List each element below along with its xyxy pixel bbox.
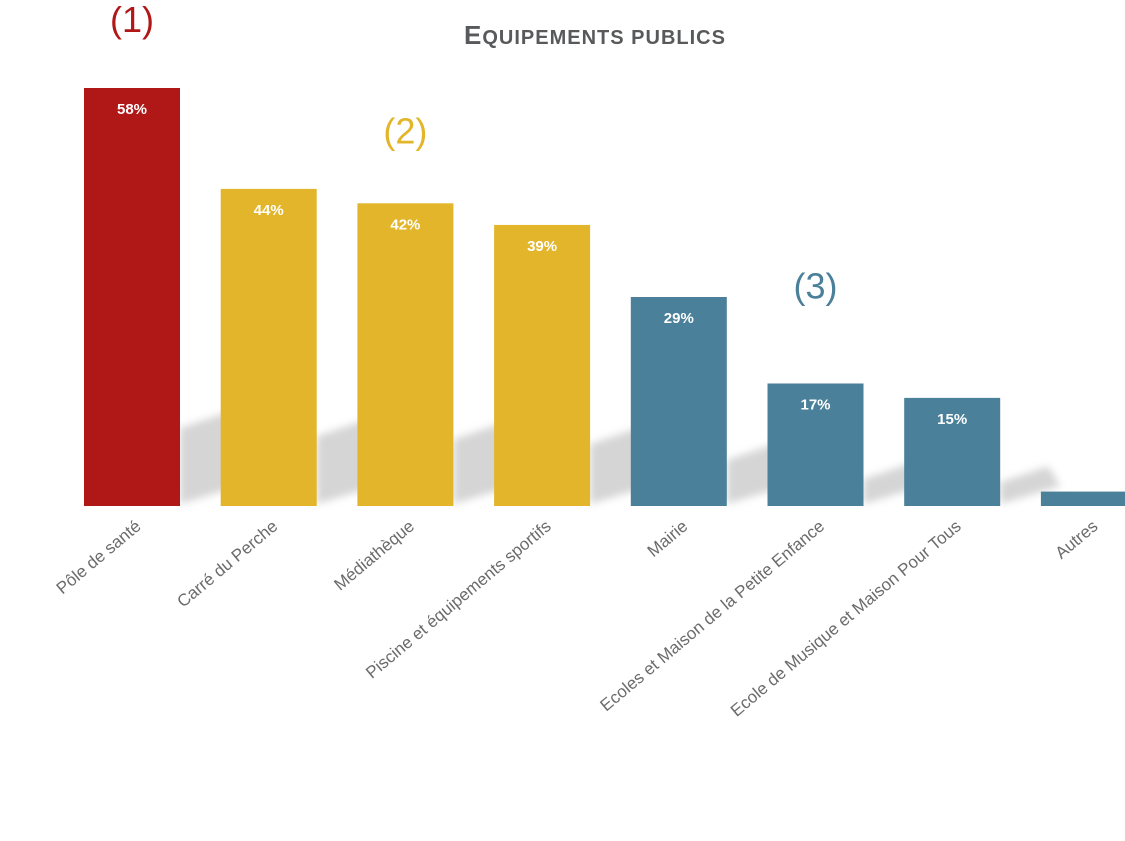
bar — [630, 297, 727, 506]
group-label: (1) — [110, 0, 154, 40]
bar-value-label: 29% — [664, 310, 694, 327]
category-label: Médiathèque — [330, 517, 418, 595]
category-label: Autres — [1052, 517, 1102, 563]
bar-value-label: 39% — [527, 238, 557, 255]
bar-value-label: 17% — [800, 396, 830, 413]
category-label: Carré du Perche — [174, 517, 282, 612]
bar — [84, 88, 180, 506]
bar — [767, 383, 864, 506]
bar-value-label: 44% — [254, 202, 284, 219]
chart-title: EQUIPEMENTS PUBLICS — [464, 20, 726, 50]
category-label: Ecole de Musique et Maison Pour Tous — [727, 517, 965, 721]
bar — [357, 203, 454, 506]
bar-value-label: 42% — [390, 216, 420, 233]
bar — [494, 224, 591, 506]
group-label: (3) — [794, 265, 838, 306]
group-label: (2) — [383, 110, 427, 151]
category-label: Pôle de santé — [53, 517, 145, 598]
category-label: Ecoles et Maison de la Petite Enfance — [597, 517, 829, 716]
bar — [1040, 491, 1125, 506]
bar-value-label: 58% — [117, 101, 147, 118]
category-label: Mairie — [644, 517, 692, 561]
bar — [220, 188, 317, 506]
bar — [904, 397, 1001, 506]
bar-shadow — [1000, 466, 1061, 504]
bar-value-label: 15% — [937, 411, 967, 428]
